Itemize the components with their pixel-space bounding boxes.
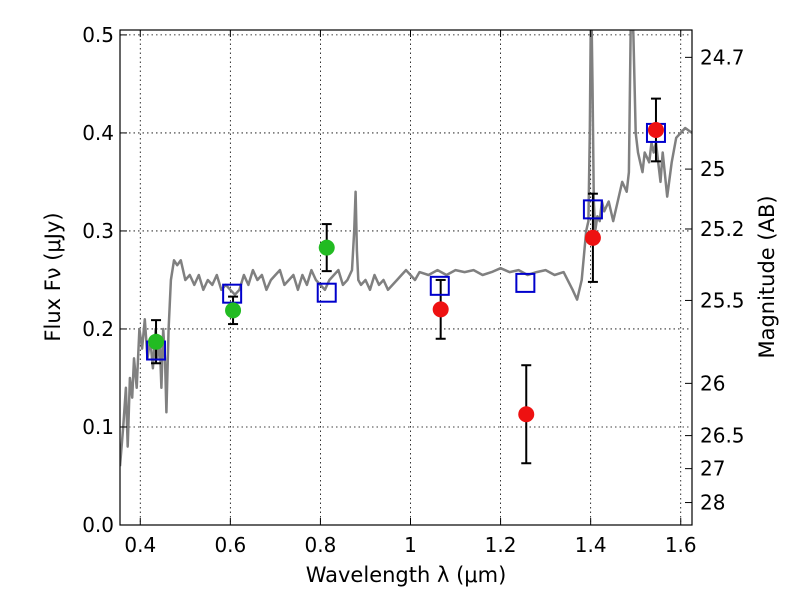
model-square-marker <box>582 199 603 220</box>
y-right-tick-label: 26.5 <box>700 424 745 448</box>
model-square-marker <box>316 282 337 303</box>
y-tick-label: 0.2 <box>82 317 114 341</box>
red-point-marker <box>432 301 449 318</box>
y-tick-label: 0.3 <box>82 219 114 243</box>
y-tick-label: 0.0 <box>82 513 114 537</box>
y-right-tick-label: 26 <box>700 371 725 395</box>
x-tick-label: 0.6 <box>214 533 246 557</box>
grid-layer <box>120 30 692 526</box>
x-tick-label: 0.8 <box>305 533 337 557</box>
x-tick-label: 1.2 <box>485 533 517 557</box>
y-right-tick-label: 28 <box>700 491 725 515</box>
x-tick-label: 1.6 <box>665 533 697 557</box>
y-tick-label: 0.1 <box>82 415 114 439</box>
red-point-marker <box>518 406 535 423</box>
x-tick-label: 0.4 <box>124 533 156 557</box>
x-axis-title: Wavelength λ (μm) <box>306 563 507 587</box>
model-square-marker <box>429 275 450 296</box>
x-tick-label: 1 <box>404 533 417 557</box>
y-axis-right-title: Magnitude (AB) <box>755 195 779 358</box>
y-right-tick-label: 27 <box>700 457 725 481</box>
plot-frame <box>119 29 693 526</box>
data-layer <box>120 30 692 467</box>
y-right-tick-label: 25 <box>700 157 725 181</box>
model-square-marker <box>515 272 536 293</box>
green-point-marker <box>148 333 165 350</box>
spectrum-line <box>120 30 692 467</box>
green-point-marker <box>225 302 242 319</box>
red-point-marker <box>647 121 664 138</box>
y-tick-label: 0.4 <box>82 121 114 145</box>
red-point-marker <box>584 229 601 246</box>
y-right-tick-label: 25.2 <box>700 217 745 241</box>
axis-layer: 0.4 0.6 0.8 1 1.2 1.4 1.6 0.0 0.1 0.2 0.3 0.4 0.5 24.… <box>82 23 744 557</box>
y-tick-label: 0.5 <box>82 23 114 47</box>
green-point-marker <box>318 239 335 256</box>
y-axis-title: Flux Fν (μJy) <box>41 212 65 341</box>
y-right-tick-label: 24.7 <box>700 45 745 69</box>
x-tick-label: 1.4 <box>575 533 607 557</box>
y-right-tick-label: 25.5 <box>700 288 745 312</box>
